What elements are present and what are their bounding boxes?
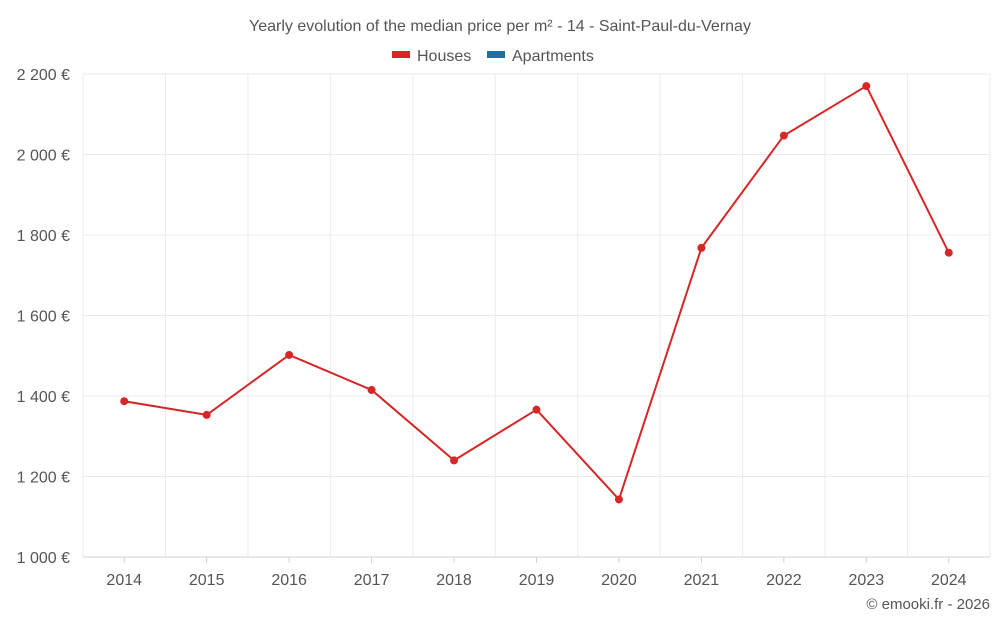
data-point-houses-2019[interactable] (532, 405, 541, 414)
x-tick-label: 2021 (684, 572, 720, 589)
x-tick-label: 2014 (106, 572, 142, 589)
data-point-houses-2023[interactable] (862, 82, 871, 91)
x-tick-label: 2019 (519, 572, 555, 589)
x-tick-label: 2017 (354, 572, 390, 589)
data-point-houses-2021[interactable] (697, 243, 706, 252)
y-tick-label: 1 000 € (17, 550, 70, 567)
x-tick-label: 2015 (189, 572, 225, 589)
data-point-houses-2016[interactable] (285, 350, 294, 359)
x-tick-label: 2018 (436, 572, 472, 589)
data-point-houses-2018[interactable] (450, 456, 459, 465)
legend-swatch-houses (392, 51, 410, 58)
data-point-houses-2017[interactable] (367, 385, 376, 394)
legend-label-houses[interactable]: Houses (417, 48, 471, 65)
x-tick-label: 2020 (601, 572, 637, 589)
data-point-houses-2024[interactable] (944, 248, 953, 257)
grid-lines (82, 73, 991, 558)
credit-text: © emooki.fr - 2026 (866, 596, 990, 613)
legend: Houses Apartments (392, 48, 594, 65)
y-tick-label: 2 000 € (17, 148, 70, 165)
y-tick-label: 1 400 € (17, 389, 70, 406)
y-tick-label: 1 600 € (17, 309, 70, 326)
y-axis-ticks: 1 000 € 1 200 € 1 400 € 1 600 € 1 800 € 2 000… (17, 67, 70, 567)
y-tick-label: 1 200 € (17, 470, 70, 487)
x-tick-label: 2016 (271, 572, 307, 589)
x-axis-ticks: 2014 2015 2016 2017 2018 2019 2020 2021 2022 2023… (106, 557, 967, 589)
series-layer (120, 82, 953, 504)
y-tick-label: 2 200 € (17, 67, 70, 84)
y-tick-label: 1 800 € (17, 228, 70, 245)
data-point-houses-2015[interactable] (202, 410, 211, 419)
data-point-houses-2014[interactable] (120, 397, 129, 406)
data-point-houses-2022[interactable] (779, 131, 788, 140)
legend-swatch-apartments (487, 51, 505, 58)
x-tick-label: 2023 (849, 572, 885, 589)
chart-title: Yearly evolution of the median price per… (249, 18, 751, 35)
data-point-houses-2020[interactable] (614, 495, 623, 504)
x-tick-label: 2024 (931, 572, 967, 589)
legend-label-apartments[interactable]: Apartments (512, 48, 594, 65)
x-tick-label: 2022 (766, 572, 802, 589)
